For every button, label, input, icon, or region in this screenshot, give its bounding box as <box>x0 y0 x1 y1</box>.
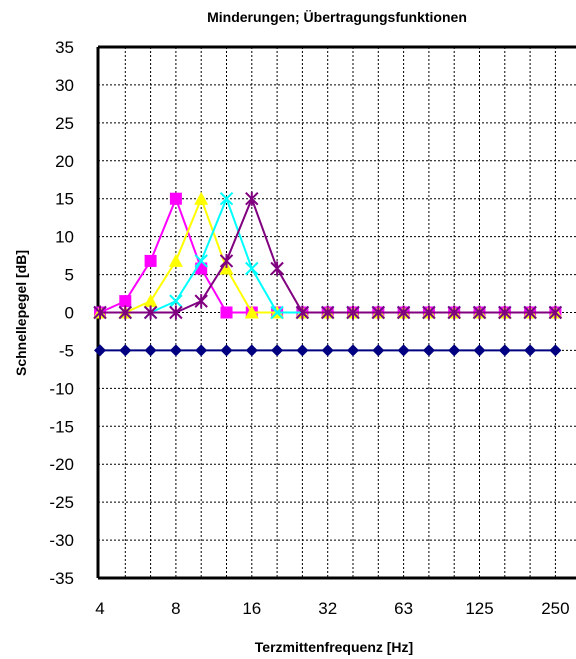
y-tick-label: 5 <box>65 266 74 285</box>
y-tick-label: -30 <box>49 531 74 550</box>
data-point <box>295 305 310 320</box>
data-point <box>119 295 132 308</box>
data-point <box>271 344 284 357</box>
data-point <box>371 305 386 320</box>
chart-title: Minderungen; Übertragungsfunktionen <box>207 9 467 25</box>
data-point <box>473 344 486 357</box>
data-point <box>119 344 132 357</box>
data-point <box>194 254 208 268</box>
x-tick-label: 63 <box>394 599 413 618</box>
data-point <box>549 344 562 357</box>
data-point <box>498 344 511 357</box>
y-tick-label: 35 <box>55 38 74 57</box>
data-point <box>168 253 183 267</box>
data-point <box>144 254 157 267</box>
x-tick-label: 250 <box>541 599 569 618</box>
data-point <box>320 305 335 320</box>
y-tick-labels: 35 30 25 20 15 10 5 0 -5 -10 -15 -20 -25 -30 -35 <box>49 38 74 588</box>
y-tick-label: 0 <box>65 304 74 323</box>
data-point <box>422 344 435 357</box>
data-point <box>195 344 208 357</box>
data-point <box>143 305 158 320</box>
x-tick-label: 32 <box>318 599 337 618</box>
x-tick-label: 4 <box>95 599 104 618</box>
data-point <box>321 344 334 357</box>
data-point <box>372 344 385 357</box>
data-point <box>397 344 410 357</box>
data-point <box>472 305 487 320</box>
data-point <box>296 344 309 357</box>
data-point <box>94 344 106 357</box>
data-point <box>270 261 284 276</box>
y-tick-label: 20 <box>55 152 74 171</box>
y-axis-label: Schnellepegel [dB] <box>13 250 29 376</box>
data-point <box>347 344 359 357</box>
y-tick-label: 25 <box>55 114 74 133</box>
data-point <box>169 305 183 320</box>
y-tick-label: -35 <box>49 569 74 588</box>
y-tick-label: 10 <box>55 228 74 247</box>
x-tick-label: 16 <box>242 599 261 618</box>
data-point <box>422 305 436 320</box>
data-point <box>219 261 234 275</box>
y-tick-label: -20 <box>49 455 74 474</box>
data-point <box>169 294 183 308</box>
data-point <box>219 192 234 206</box>
data-point <box>498 305 512 320</box>
data-point <box>245 261 259 276</box>
data-point <box>220 306 233 319</box>
x-axis-label: Terzmittenfrequenz [Hz] <box>255 639 413 655</box>
y-tick-label: -15 <box>49 417 74 436</box>
data-point <box>396 305 411 320</box>
x-tick-label: 125 <box>465 599 493 618</box>
data-point <box>220 344 233 357</box>
series <box>93 191 563 357</box>
y-tick-label: -25 <box>49 493 74 512</box>
x-tick-label: 8 <box>171 599 180 618</box>
data-point <box>245 191 259 206</box>
data-point <box>524 344 537 357</box>
y-tick-label: -10 <box>49 379 74 398</box>
data-point <box>447 305 461 320</box>
series-diamond <box>94 344 562 357</box>
data-point <box>118 305 133 320</box>
data-point <box>270 305 284 320</box>
y-tick-label: 30 <box>55 76 74 95</box>
data-point <box>244 305 259 319</box>
y-tick-label: -5 <box>59 341 74 360</box>
data-point <box>548 305 563 320</box>
data-point <box>93 305 107 320</box>
data-point <box>245 344 258 357</box>
data-point <box>143 294 158 308</box>
y-tick-label: 15 <box>55 190 74 209</box>
data-point <box>448 344 461 357</box>
data-point <box>346 305 360 320</box>
data-point <box>194 294 208 309</box>
data-point <box>219 253 234 268</box>
data-point <box>169 344 182 357</box>
data-point <box>169 192 182 205</box>
data-point <box>144 344 157 357</box>
series-star <box>93 191 563 320</box>
data-point <box>194 191 209 205</box>
x-tick-labels: 4 8 16 32 63 125 250 <box>95 599 569 618</box>
data-point <box>523 305 537 320</box>
